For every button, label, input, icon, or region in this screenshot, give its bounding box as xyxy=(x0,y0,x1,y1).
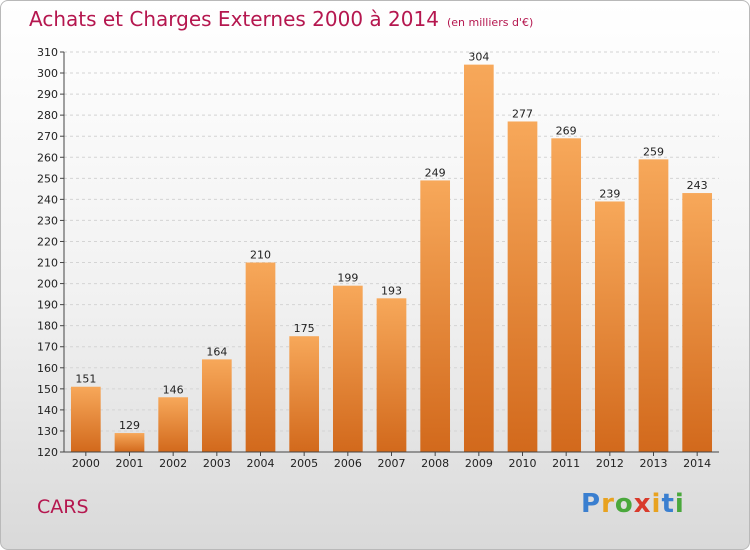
y-tick-label: 260 xyxy=(37,151,58,164)
y-tick-label: 150 xyxy=(37,383,58,396)
x-tick-label: 2000 xyxy=(72,457,100,470)
data-label: 164 xyxy=(206,345,227,358)
x-tick-label: 2009 xyxy=(465,457,493,470)
y-tick-label: 140 xyxy=(37,404,58,417)
bar xyxy=(638,159,669,453)
x-tick-label: 2003 xyxy=(203,457,231,470)
x-tick-label: 2006 xyxy=(334,457,362,470)
bar xyxy=(507,121,538,452)
y-tick-label: 310 xyxy=(37,46,58,59)
bar xyxy=(376,298,407,452)
chart-title-main: Achats et Charges Externes 2000 à 2014 xyxy=(29,7,439,31)
x-tick-label: 2004 xyxy=(247,457,275,470)
data-label: 249 xyxy=(425,166,446,179)
y-tick-label: 120 xyxy=(37,446,58,459)
bar xyxy=(463,64,494,452)
logo-letter: i xyxy=(651,489,662,519)
bar xyxy=(289,336,320,452)
labels: 120 130 140 150 160 170 180 190 200 210 220 230 240 2… xyxy=(37,46,711,470)
y-tick-label: 130 xyxy=(37,425,58,438)
y-tick-label: 290 xyxy=(37,88,58,101)
data-label: 210 xyxy=(250,249,271,262)
data-label: 199 xyxy=(337,272,358,285)
data-label: 277 xyxy=(512,107,533,120)
x-tick-label: 2005 xyxy=(290,457,318,470)
proxiti-logo: Proxiti xyxy=(581,489,685,519)
y-tick-label: 240 xyxy=(37,193,58,206)
commune-name: CARS xyxy=(37,496,89,518)
data-label: 304 xyxy=(468,51,489,64)
x-tick-label: 2011 xyxy=(552,457,580,470)
data-label: 243 xyxy=(687,179,708,192)
y-tick-label: 200 xyxy=(37,278,58,291)
logo-letter: i xyxy=(674,489,685,519)
y-tick-label: 300 xyxy=(37,67,58,80)
x-tick-label: 2013 xyxy=(640,457,668,470)
data-label: 269 xyxy=(556,124,577,137)
y-tick-label: 160 xyxy=(37,362,58,375)
bar xyxy=(158,397,189,452)
x-tick-label: 2008 xyxy=(421,457,449,470)
data-label: 151 xyxy=(75,373,96,386)
y-tick-label: 270 xyxy=(37,130,58,143)
x-tick-label: 2007 xyxy=(378,457,406,470)
logo-letter: t xyxy=(661,489,675,519)
bar xyxy=(114,433,145,452)
bar xyxy=(420,180,451,452)
y-tick-label: 220 xyxy=(37,235,58,248)
x-tick-label: 2010 xyxy=(509,457,537,470)
data-label: 239 xyxy=(599,187,620,200)
x-tick-label: 2002 xyxy=(159,457,187,470)
x-tick-label: 2012 xyxy=(596,457,624,470)
bar xyxy=(245,262,276,452)
data-label: 259 xyxy=(643,145,664,158)
bar xyxy=(682,193,713,453)
bar xyxy=(201,359,232,452)
logo-letter: x xyxy=(633,489,652,519)
bar xyxy=(332,285,363,452)
bar xyxy=(551,138,582,452)
y-tick-label: 230 xyxy=(37,214,58,227)
x-tick-label: 2014 xyxy=(683,457,711,470)
bar xyxy=(70,386,101,452)
chart-title: Achats et Charges Externes 2000 à 2014 (e… xyxy=(29,7,533,31)
data-label: 146 xyxy=(163,383,184,396)
y-tick-label: 170 xyxy=(37,341,58,354)
logo-letter: o xyxy=(614,489,634,519)
y-tick-label: 280 xyxy=(37,109,58,122)
y-tick-label: 190 xyxy=(37,299,58,312)
y-tick-label: 180 xyxy=(37,320,58,333)
logo-letter: r xyxy=(601,489,615,519)
x-tick-label: 2001 xyxy=(116,457,144,470)
logo-letter: P xyxy=(581,489,602,519)
data-label: 175 xyxy=(294,322,315,335)
chart-title-unit: (en milliers d'€) xyxy=(446,16,534,29)
bars xyxy=(70,64,713,453)
data-label: 193 xyxy=(381,284,402,297)
bar xyxy=(594,201,625,452)
y-tick-label: 250 xyxy=(37,172,58,185)
axes xyxy=(60,51,719,456)
data-label: 129 xyxy=(119,419,140,432)
y-tick-label: 210 xyxy=(37,257,58,270)
